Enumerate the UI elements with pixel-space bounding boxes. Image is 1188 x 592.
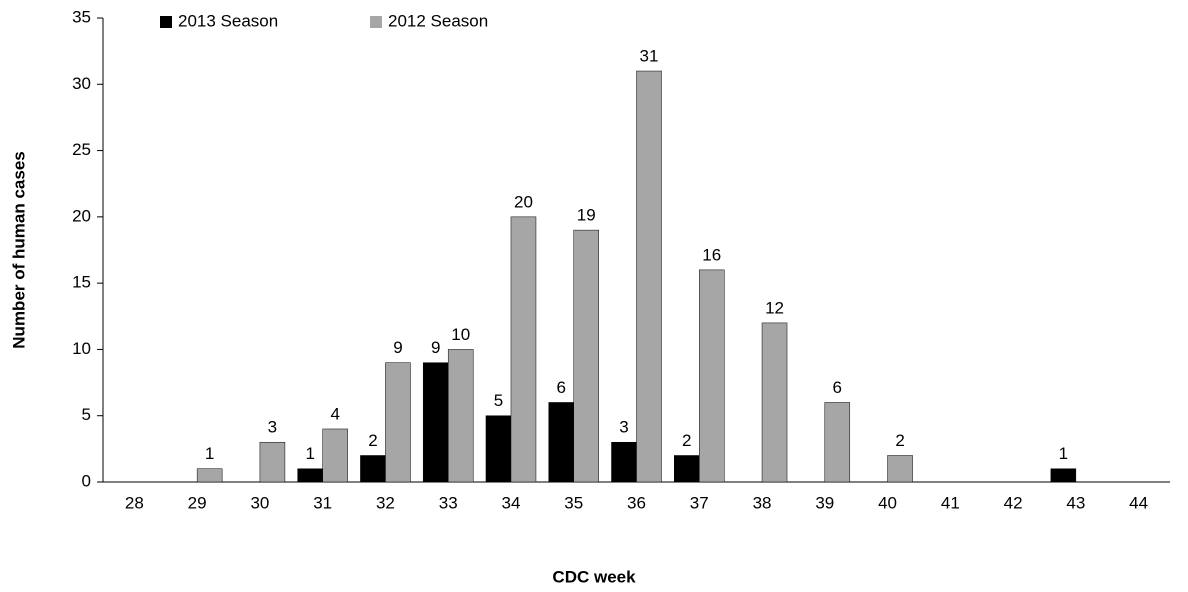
x-tick-label: 39	[815, 493, 834, 512]
data-label: 1	[305, 444, 314, 463]
data-label: 20	[514, 192, 533, 211]
y-tick-label: 0	[82, 471, 91, 490]
x-tick-label: 40	[878, 493, 897, 512]
data-label: 5	[494, 391, 503, 410]
x-tick-label: 30	[250, 493, 269, 512]
bar	[385, 362, 411, 483]
legend-swatch	[370, 16, 382, 28]
data-label: 3	[268, 418, 277, 437]
data-label: 3	[619, 418, 628, 437]
bar	[674, 455, 700, 483]
bar	[636, 70, 662, 483]
y-tick-label: 15	[72, 273, 91, 292]
data-label: 1	[205, 444, 214, 463]
x-tick-label: 32	[376, 493, 395, 512]
bar	[1050, 468, 1077, 483]
bar	[297, 468, 323, 483]
y-tick-label: 5	[82, 405, 91, 424]
legend-swatch	[160, 16, 172, 28]
y-tick-label: 10	[72, 339, 91, 358]
x-tick-label: 42	[1004, 493, 1023, 512]
bar	[611, 441, 637, 483]
bar	[761, 322, 788, 483]
bar	[422, 362, 449, 483]
bar	[699, 269, 725, 483]
data-label: 1	[1059, 444, 1068, 463]
bar	[447, 349, 474, 483]
y-tick-label: 35	[72, 7, 91, 26]
y-tick-label: 20	[72, 206, 91, 225]
data-label: 12	[765, 298, 784, 317]
y-tick-label: 25	[72, 140, 91, 159]
data-label: 6	[833, 378, 842, 397]
x-tick-label: 33	[439, 493, 458, 512]
legend-label: 2012 Season	[388, 11, 488, 30]
bar	[887, 455, 913, 483]
data-label: 31	[640, 47, 659, 66]
bar	[548, 402, 574, 483]
data-label: 2	[368, 431, 377, 450]
bar	[824, 402, 851, 483]
bar	[510, 216, 537, 483]
data-label: 2	[682, 431, 691, 450]
data-label: 16	[702, 245, 721, 264]
bar	[259, 441, 286, 483]
x-tick-label: 34	[502, 493, 521, 512]
data-label: 9	[393, 338, 402, 357]
x-tick-label: 35	[564, 493, 583, 512]
x-axis-title: CDC week	[552, 567, 636, 586]
data-label: 4	[330, 404, 339, 423]
x-tick-label: 43	[1066, 493, 1085, 512]
data-label: 10	[451, 325, 470, 344]
y-axis-title: Number of human cases	[9, 151, 28, 348]
x-tick-label: 29	[188, 493, 207, 512]
x-tick-label: 37	[690, 493, 709, 512]
bar	[322, 428, 348, 483]
x-tick-label: 38	[753, 493, 772, 512]
x-tick-label: 28	[125, 493, 144, 512]
x-tick-label: 41	[941, 493, 960, 512]
x-tick-label: 44	[1129, 493, 1148, 512]
x-tick-label: 31	[313, 493, 332, 512]
bar	[360, 455, 386, 483]
data-label: 6	[557, 378, 566, 397]
data-label: 2	[895, 431, 904, 450]
bar	[196, 468, 223, 483]
bar	[573, 229, 599, 483]
legend-label: 2013 Season	[178, 11, 278, 30]
data-label: 19	[577, 206, 596, 225]
data-label: 9	[431, 338, 440, 357]
bar	[485, 415, 512, 483]
y-tick-label: 30	[72, 74, 91, 93]
x-tick-label: 36	[627, 493, 646, 512]
